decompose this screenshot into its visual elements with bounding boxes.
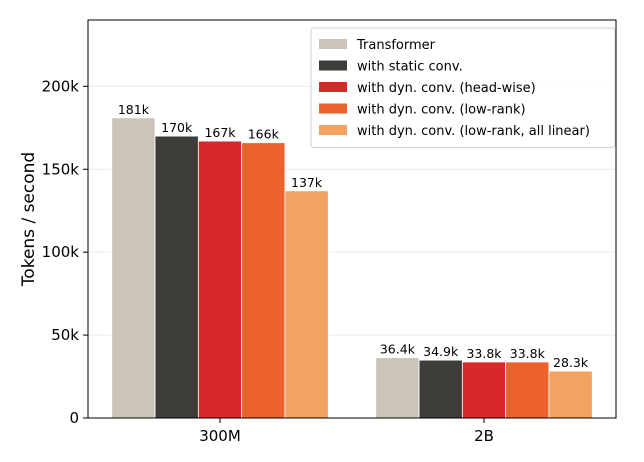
bar-value-label: 33.8k (510, 346, 546, 361)
bar-value-labels: 181k 170k 167k 166k 137k 36.4k 34.9k 33.8k 33.8k… (118, 102, 589, 370)
bar-2B-1 (418, 359, 463, 419)
legend-entry: with dyn. conv. (low-rank) (357, 103, 526, 118)
legend-entry: with dyn. conv. (low-rank, all linear) (357, 124, 590, 139)
bar-2B-2 (461, 361, 507, 419)
bar-value-label: 34.9k (423, 344, 459, 359)
bar-2B-3 (505, 361, 550, 419)
bar-value-label: 137k (291, 175, 323, 190)
legend-swatch (319, 39, 347, 49)
bar-value-label: 36.4k (380, 342, 416, 357)
bar-300M-2 (197, 140, 243, 419)
bar-value-label: 166k (248, 127, 280, 142)
y-tick-label: 100k (42, 243, 80, 261)
bar-value-label: 167k (204, 125, 236, 140)
legend-entry: with static conv. (357, 60, 463, 75)
y-tick-label: 0 (69, 409, 79, 427)
y-tick-label: 200k (42, 77, 80, 95)
bar-value-label: 170k (161, 120, 193, 135)
x-axis-ticks: 300M 2B (199, 418, 494, 445)
bar-300M-3 (241, 142, 286, 419)
legend-swatch (319, 82, 347, 92)
legend-entry: with dyn. conv. (head-wise) (357, 81, 536, 96)
legend-entry: Transformer (356, 38, 436, 53)
y-axis-title: Tokens / second (19, 152, 39, 287)
legend: Transformer with static conv. with dyn. co… (310, 27, 616, 148)
bar-300M-4 (284, 190, 329, 419)
bar-2B-4 (548, 370, 593, 419)
y-axis-ticks: 0 50k 100k 150k 200k (42, 77, 88, 427)
y-tick-label: 50k (51, 326, 79, 344)
x-tick-label: 300M (199, 427, 241, 445)
bars (111, 117, 593, 419)
x-tick-label: 2B (474, 427, 494, 445)
legend-box (310, 27, 616, 148)
bar-value-label: 181k (118, 102, 150, 117)
bar-value-label: 33.8k (466, 346, 502, 361)
bar-value-label: 28.3k (553, 355, 589, 370)
bar-300M-0 (111, 117, 156, 419)
legend-swatch (319, 125, 347, 135)
bar-300M-1 (154, 135, 199, 419)
legend-swatch (319, 103, 347, 114)
legend-swatch (319, 60, 347, 71)
bar-2B-0 (375, 357, 420, 419)
plot-frame (87, 19, 617, 419)
y-tick-label: 150k (42, 160, 80, 178)
